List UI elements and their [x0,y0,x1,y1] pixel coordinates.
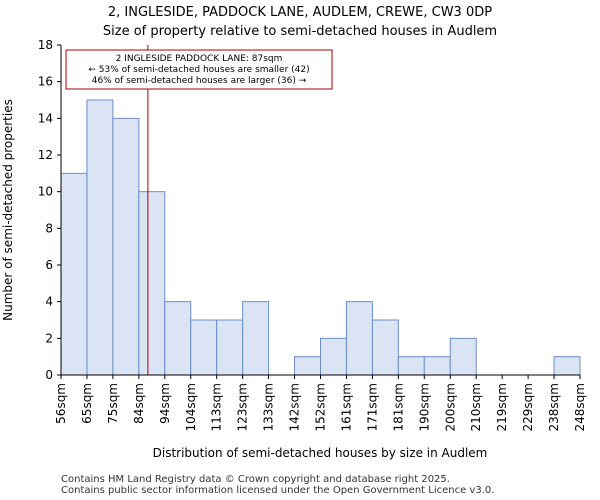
bar-181sqm [397,356,425,376]
x-tick-label: 161sqm [339,383,353,431]
y-tick-label: 2 [45,331,53,345]
x-tick-label: 210sqm [469,383,483,431]
y-axis: 0 2 4 6 8 10 12 14 16 18 [38,38,62,382]
annotation-border [65,49,333,90]
x-tick-label: 229sqm [521,383,535,431]
y-tick-label: 10 [38,185,53,199]
x-tick-label: 190sqm [417,383,431,431]
x-tick-label: 152sqm [314,383,328,431]
bar-190sqm [423,356,451,376]
bar-84sqm [138,191,166,376]
bars-group [60,99,581,376]
annotation-line-smaller: ← 53% of semi-detached houses are smalle… [88,65,309,75]
x-tick-label: 200sqm [443,383,457,431]
y-tick-label: 18 [38,38,53,52]
x-tick-label: 171sqm [365,383,379,431]
bar-123sqm [242,301,270,376]
y-axis-label: Number of semi-detached properties [1,99,15,321]
bar-104sqm [190,319,218,376]
x-axis: 56sqm 65sqm 75sqm 84sqm 94sqm 104sqm 113sqm 123… [54,374,587,431]
x-tick-label: 123sqm [236,383,250,431]
y-tick-label: 12 [38,148,53,162]
chart-title: 2, INGLESIDE, PADDOCK LANE, AUDLEM, CREW… [108,5,492,20]
y-tick-label: 0 [45,368,53,382]
y-tick-label: 8 [45,221,53,235]
x-tick-label: 56sqm [54,383,68,424]
bar-113sqm [216,319,244,376]
y-tick-label: 16 [38,75,53,89]
annotation-line-property: 2 INGLESIDE PADDOCK LANE: 87sqm [116,54,283,64]
bar-152sqm [320,337,347,376]
x-tick-label: 219sqm [495,383,509,431]
footer-licence: Contains public sector information licen… [61,485,495,496]
x-tick-label: 142sqm [288,383,302,431]
bar-171sqm [371,319,399,376]
x-tick-label: 181sqm [391,383,405,431]
chart-subtitle: Size of property relative to semi-detach… [103,24,497,39]
y-tick-label: 6 [45,258,53,272]
footer-copyright: Contains HM Land Registry data © Crown c… [61,474,450,485]
bar-161sqm [345,301,373,376]
bar-200sqm [449,337,477,376]
y-tick-label: 14 [38,111,53,125]
x-tick-label: 75sqm [106,383,120,424]
bar-75sqm [112,117,140,376]
annotation-box: 2 INGLESIDE PADDOCK LANE: 87sqm ← 53% of… [65,49,333,90]
x-axis-label: Distribution of semi-detached houses by … [153,446,488,460]
x-tick-label: 65sqm [80,383,94,424]
x-tick-label: 94sqm [158,383,172,424]
bar-65sqm [86,99,114,376]
annotation-line-larger: 46% of semi-detached houses are larger (… [92,76,307,86]
x-tick-label: 113sqm [210,383,224,431]
bar-94sqm [164,301,192,376]
x-tick-label: 133sqm [262,383,276,431]
x-tick-label: 248sqm [573,383,587,431]
bar-142sqm [294,356,321,376]
bar-56sqm [60,172,88,376]
x-tick-label: 238sqm [547,383,561,431]
bar-238sqm [553,356,581,376]
x-tick-label: 84sqm [132,383,146,424]
y-tick-label: 4 [45,295,53,309]
x-tick-label: 104sqm [184,383,198,431]
